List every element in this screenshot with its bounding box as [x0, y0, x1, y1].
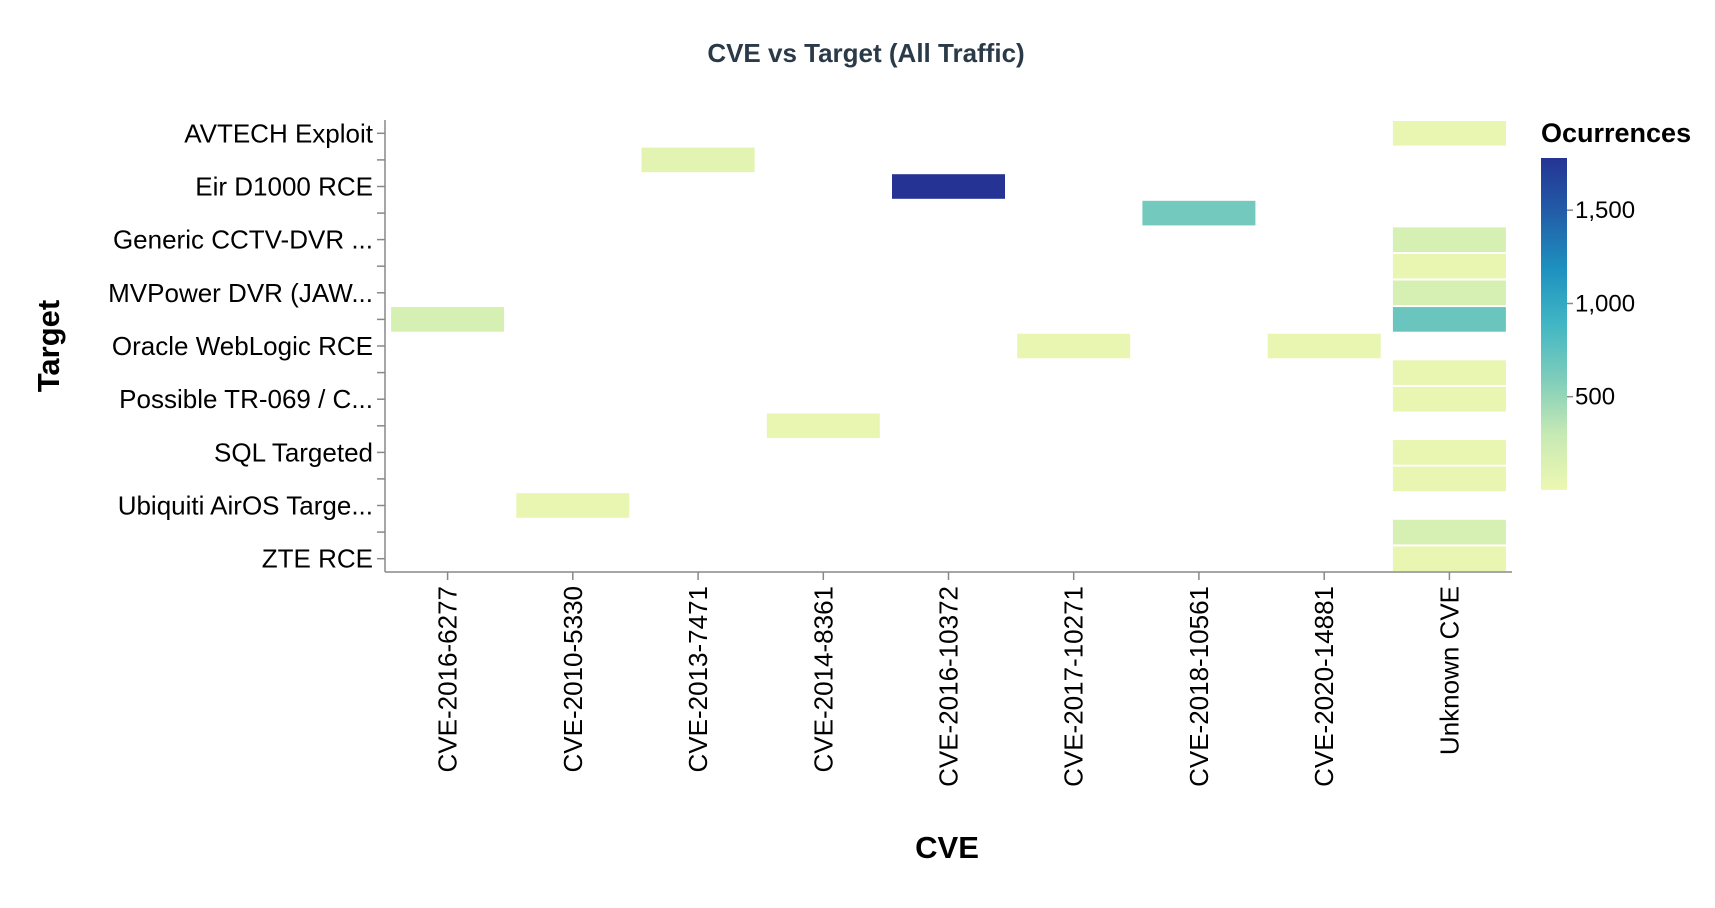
x-tick-label: CVE-2016-6277 — [433, 586, 463, 772]
legend-tick-label: 1,000 — [1575, 291, 1635, 318]
y-tick-label: MVPower DVR (JAW... — [108, 278, 373, 308]
y-tick-label: Ubiquiti AirOS Targe... — [118, 491, 373, 521]
y-tick-label: Oracle WebLogic RCE — [112, 331, 373, 361]
legend-title: Ocurrences — [1541, 118, 1691, 148]
legend: Ocurrences 500 1,000 1,500 — [1541, 118, 1691, 490]
heatmap-cell — [892, 174, 1005, 199]
heatmap-cell — [1392, 360, 1506, 385]
y-axis-title: Target — [31, 300, 66, 392]
y-tick-label: Generic CCTV-DVR ... — [113, 225, 373, 255]
heatmap-cell — [1392, 253, 1506, 279]
y-tick-label: Possible TR-069 / C... — [119, 384, 373, 414]
legend-color-bar — [1541, 158, 1567, 490]
x-tick-label: CVE-2013-7471 — [683, 586, 713, 772]
heatmap-cell — [391, 307, 505, 332]
x-tick-label: CVE-2017-10271 — [1059, 586, 1089, 787]
heatmap-cell — [1142, 200, 1256, 226]
x-tick-label: CVE-2014-8361 — [808, 586, 838, 772]
x-tick-label: CVE-2016-10372 — [934, 586, 964, 787]
heatmap-cell — [641, 147, 755, 173]
heatmap-cell — [1392, 519, 1506, 545]
y-tick-label: Eir D1000 RCE — [195, 172, 373, 202]
heatmap-cell — [1392, 440, 1506, 465]
heatmap-cell — [1392, 227, 1506, 252]
x-axis-title: CVE — [915, 830, 979, 865]
x-tick-label: CVE-2020-14881 — [1309, 586, 1339, 787]
heatmap-cell — [1392, 466, 1506, 492]
x-tick-label: CVE-2010-5330 — [558, 586, 588, 772]
y-tick-layer: AVTECH Exploit Eir D1000 RCE Generic CCTV-… — [108, 118, 385, 574]
heatmap-cell — [516, 493, 630, 518]
legend-tick-label: 500 — [1575, 384, 1615, 411]
x-tick-label: CVE-2018-10561 — [1184, 586, 1214, 787]
heatmap-cell — [1017, 333, 1131, 359]
legend-tick-label: 1,500 — [1575, 197, 1635, 224]
x-tick-label: Unknown CVE — [1434, 586, 1464, 755]
y-tick-label: AVTECH Exploit — [184, 118, 374, 148]
heatmap-cell — [1267, 333, 1381, 359]
heatmap-cell — [1392, 386, 1506, 412]
heatmap-cell — [1392, 280, 1506, 306]
heatmap-cell — [1392, 121, 1506, 146]
heatmap-cell — [1392, 307, 1506, 332]
cells-layer — [391, 121, 1506, 571]
y-tick-label: SQL Targeted — [214, 437, 373, 467]
heatmap-cell — [1392, 546, 1506, 571]
chart-title: CVE vs Target (All Traffic) — [707, 38, 1024, 68]
heatmap-cell — [766, 413, 880, 439]
y-tick-label: ZTE RCE — [262, 544, 373, 574]
x-tick-layer: CVE-2016-6277 CVE-2010-5330 CVE-2013-7471 C… — [433, 572, 1464, 787]
